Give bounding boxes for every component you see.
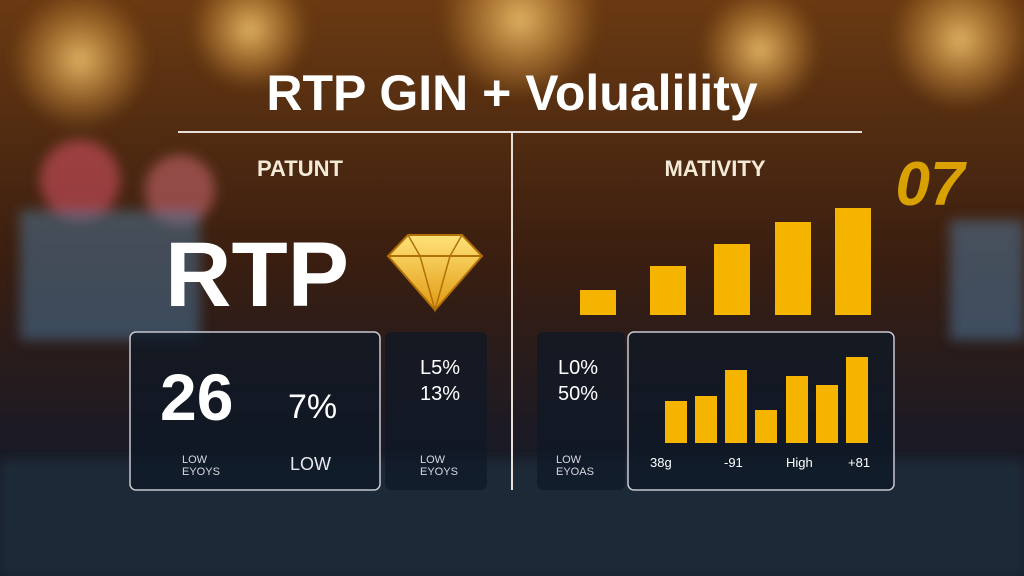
caption: LOW — [182, 454, 208, 466]
stat: 13% — [420, 383, 460, 405]
level: LOW — [290, 454, 331, 474]
caption: LOW — [420, 454, 446, 466]
panel — [385, 332, 487, 490]
caption: EYOYS — [182, 466, 220, 478]
title: RTP GIN + Volualility — [266, 65, 758, 121]
stat: 50% — [558, 383, 598, 405]
diamond-icon — [386, 234, 484, 313]
bar-label: +81 — [848, 455, 870, 470]
bar-label: 38g — [650, 455, 672, 470]
caption: EYOAS — [556, 466, 594, 478]
caption: EYOYS — [420, 466, 458, 478]
rtp-label: RTP — [165, 224, 349, 326]
volatility-bars — [580, 208, 871, 315]
panel — [129, 331, 381, 491]
stat: L0% — [558, 357, 598, 379]
bar-label: High — [786, 455, 813, 470]
stat: L5% — [420, 357, 460, 379]
bar-label: -91 — [724, 455, 743, 470]
panel — [537, 332, 625, 490]
mini-bars — [665, 357, 868, 443]
neon-sign: 07 — [896, 150, 967, 219]
rtp-value: 26 — [160, 360, 233, 434]
heading: MATIVITY — [664, 156, 765, 181]
percent: 7% — [288, 388, 337, 426]
heading: PATUNT — [257, 156, 344, 181]
caption: LOW — [556, 454, 582, 466]
